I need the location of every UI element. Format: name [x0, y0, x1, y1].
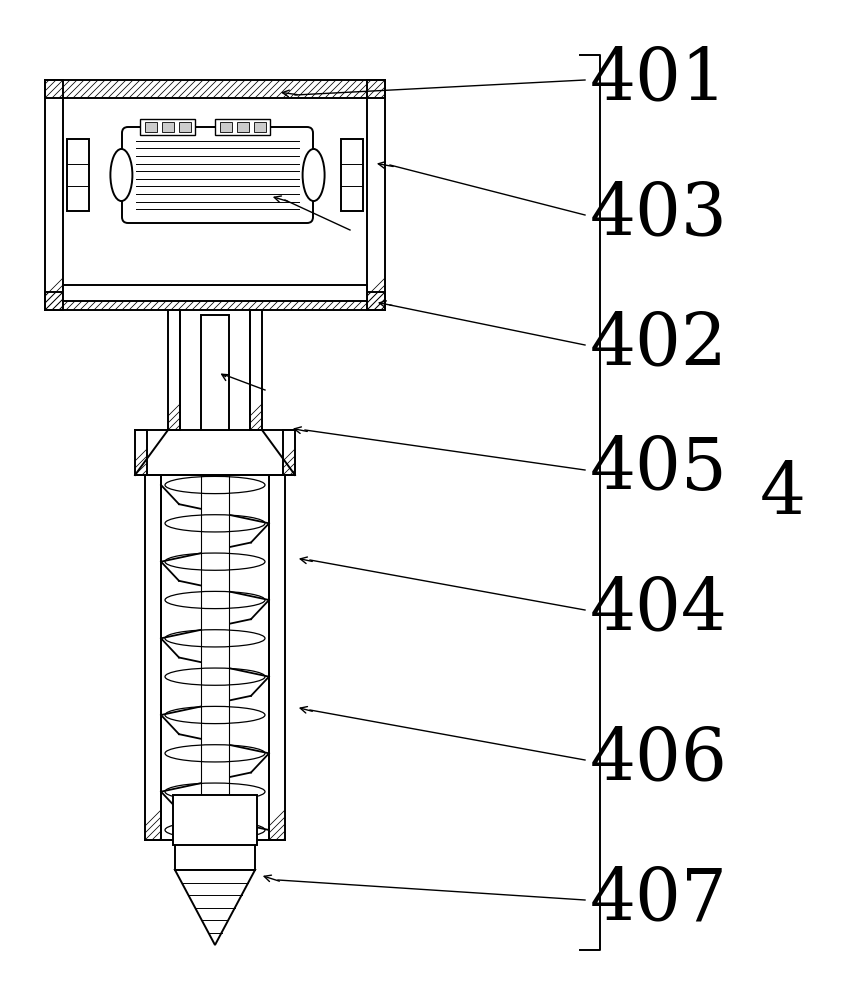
Bar [135, 430, 147, 475]
Text: 402: 402 [590, 310, 728, 380]
Bar [168, 310, 180, 430]
Text: 405: 405 [590, 435, 728, 505]
Text: 404: 404 [590, 575, 728, 645]
Bar [237, 122, 249, 132]
Bar [201, 475, 229, 840]
Bar [140, 119, 195, 135]
Text: 403: 403 [590, 180, 728, 250]
Bar [67, 139, 89, 211]
Bar [45, 292, 385, 310]
Bar [283, 430, 295, 475]
Bar [45, 80, 63, 310]
Bar [250, 310, 262, 430]
Bar [63, 98, 367, 292]
Bar [63, 285, 367, 301]
Bar [179, 122, 191, 132]
Text: 4: 4 [760, 460, 806, 530]
Text: 401: 401 [590, 45, 728, 115]
Bar [162, 122, 174, 132]
Bar [341, 139, 363, 211]
Bar [220, 122, 232, 132]
Bar [145, 122, 157, 132]
Ellipse shape [302, 149, 325, 201]
Ellipse shape [111, 149, 132, 201]
Text: 406: 406 [590, 725, 728, 795]
Bar [367, 80, 385, 310]
Bar [269, 475, 285, 840]
FancyBboxPatch shape [122, 127, 313, 223]
Bar [201, 315, 229, 430]
Bar [45, 80, 385, 98]
Text: 407: 407 [590, 865, 728, 935]
Bar [254, 122, 266, 132]
Bar [175, 840, 255, 870]
Bar [215, 119, 270, 135]
Polygon shape [175, 870, 255, 945]
Bar [145, 475, 161, 840]
Bar [173, 795, 257, 845]
